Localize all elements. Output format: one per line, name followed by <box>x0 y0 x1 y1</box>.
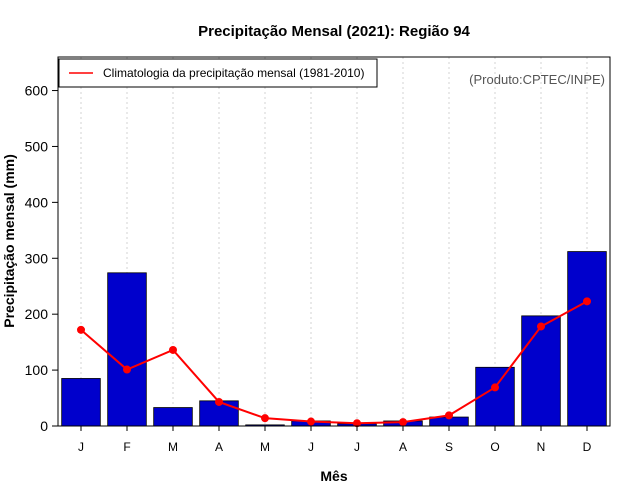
ytick-label-0: 0 <box>40 418 48 434</box>
grid-lines <box>80 57 588 426</box>
bar-J-0 <box>61 378 101 427</box>
chart-title: Precipitação Mensal (2021): Região 94 <box>198 23 470 40</box>
x-axis-title: Mês <box>320 468 347 484</box>
xtick-label-2: M <box>168 440 178 454</box>
legend-box <box>58 58 378 88</box>
ytick-label-500: 500 <box>25 138 49 154</box>
y-axis-title: Precipitação mensal (mm) <box>1 154 17 328</box>
ytick-label-600: 600 <box>25 83 49 99</box>
climatology-point-9 <box>491 383 499 392</box>
ytick-label-100: 100 <box>25 362 49 378</box>
ytick-label-200: 200 <box>25 306 49 322</box>
climatology-point-8 <box>445 411 453 420</box>
bar-O-9 <box>475 366 515 427</box>
ytick-label-400: 400 <box>25 194 49 210</box>
xtick-label-4: M <box>260 440 270 454</box>
climatology-point-0 <box>77 325 85 334</box>
climatology-point-7 <box>399 418 407 427</box>
plot-frame <box>57 56 611 427</box>
climatology-point-11 <box>583 297 591 306</box>
xtick-label-0: J <box>78 440 84 454</box>
climatology-point-10 <box>537 322 545 331</box>
climatology-series <box>77 297 591 428</box>
xtick-label-9: O <box>490 440 499 454</box>
ytick-label-300: 300 <box>25 250 49 266</box>
bar-series <box>61 251 607 427</box>
y-axis: 0 100 200 300 400 500 600 <box>25 83 58 434</box>
bar-D-11 <box>567 251 607 427</box>
climatology-point-2 <box>169 345 177 354</box>
xtick-label-5: J <box>308 440 314 454</box>
climatology-line <box>80 300 588 425</box>
xtick-label-6: J <box>354 440 360 454</box>
xtick-label-3: A <box>215 440 223 454</box>
xtick-label-1: F <box>123 440 130 454</box>
bar-F-1 <box>107 272 147 427</box>
climatology-point-5 <box>307 417 315 426</box>
climatology-point-4 <box>261 414 269 423</box>
climatology-point-6 <box>353 419 361 428</box>
legend: Climatologia da precipitação mensal (198… <box>58 58 378 88</box>
xtick-label-10: N <box>537 440 546 454</box>
bar-M-2 <box>153 407 193 427</box>
bar-N-10 <box>521 315 561 427</box>
xtick-label-8: S <box>445 440 453 454</box>
xtick-label-7: A <box>399 440 407 454</box>
legend-entry-climatology: Climatologia da precipitação mensal (198… <box>103 66 364 80</box>
climatology-point-1 <box>123 365 131 374</box>
climatology-point-3 <box>215 397 223 406</box>
source-annotation: (Produto:CPTEC/INPE) <box>469 72 605 87</box>
xtick-label-11: D <box>583 440 592 454</box>
